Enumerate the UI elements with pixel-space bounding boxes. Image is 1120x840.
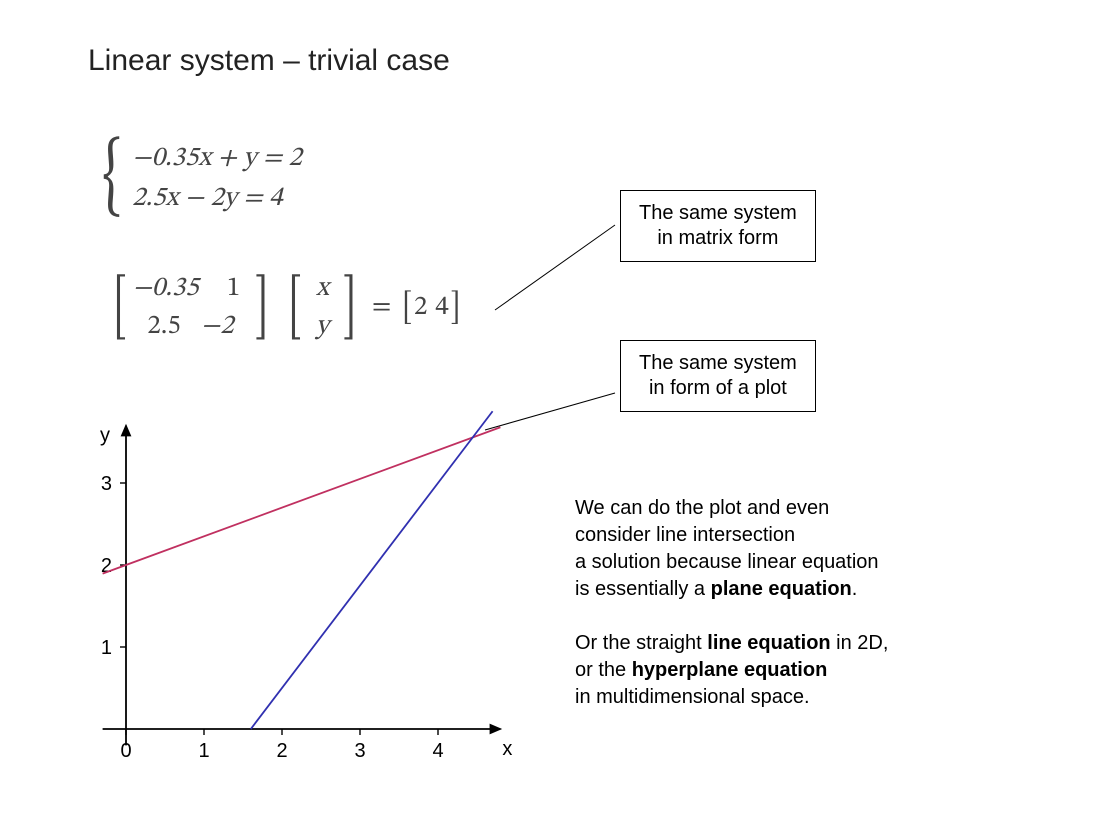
rhs-vector: [ 2 4 ] [401, 291, 461, 325]
para-line: in multidimensional space. [575, 684, 888, 711]
svg-text:0: 0 [120, 740, 131, 762]
para-line: We can do the plot and even [575, 495, 879, 522]
explanation-para-2: Or the straight line equation in 2D, or … [575, 630, 888, 711]
brace-icon: { [102, 140, 122, 217]
svg-text:1: 1 [101, 637, 112, 659]
rhs-2: 4 [435, 291, 448, 325]
para-line: consider line intersection [575, 522, 879, 549]
vec-x: x [307, 272, 337, 306]
svg-text:4: 4 [432, 740, 443, 762]
vec-y: y [307, 310, 337, 344]
equation-2: 2.5x − 2y = 4 [132, 182, 302, 216]
callout-line: The same system [639, 201, 797, 226]
A22: −2 [201, 310, 234, 344]
callout-matrix-form: The same system in matrix form [620, 190, 816, 262]
equation-1: −0.35x + y = 2 [132, 142, 302, 176]
A11: −0.35 [132, 272, 198, 306]
para-line: Or the straight line equation in 2D, [575, 630, 888, 657]
matrix-A: [ −0.35 1 2.5 −2 ] [108, 272, 273, 344]
A21: 2.5 [147, 310, 180, 344]
page-title: Linear system – trivial case [88, 44, 450, 78]
callout-line: in form of a plot [639, 376, 797, 401]
system-equations: { −0.35x + y = 2 2.5x − 2y = 4 [98, 140, 302, 217]
svg-text:2: 2 [101, 555, 112, 577]
callout-line: The same system [639, 351, 797, 376]
svg-text:y: y [100, 425, 110, 447]
matrix-form: [ −0.35 1 2.5 −2 ] [ x y ] = [ 2 4 ] [108, 272, 461, 344]
A12: 1 [219, 272, 249, 306]
svg-text:2: 2 [276, 740, 287, 762]
rhs-1: 2 [414, 291, 427, 325]
svg-text:3: 3 [354, 740, 365, 762]
line-chart: 0 1 2 3 4 1 2 3 x y [80, 395, 520, 765]
equals-sign: = [372, 291, 391, 325]
callout-plot-form: The same system in form of a plot [620, 340, 816, 412]
para-line: or the hyperplane equation [575, 657, 888, 684]
svg-text:x: x [502, 738, 512, 760]
para-line: is essentially a plane equation. [575, 576, 879, 603]
vector-xy: [ x y ] [283, 272, 362, 344]
svg-text:3: 3 [101, 473, 112, 495]
callout-line: in matrix form [639, 226, 797, 251]
svg-text:1: 1 [198, 740, 209, 762]
explanation-para-1: We can do the plot and even consider lin… [575, 495, 879, 603]
para-line: a solution because linear equation [575, 549, 879, 576]
